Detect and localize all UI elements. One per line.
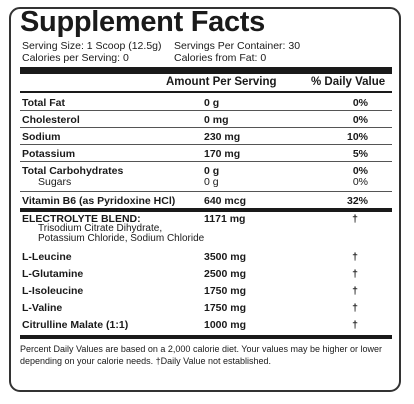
row-divider xyxy=(20,191,392,192)
calories-per-serving: Calories per Serving: 0 xyxy=(22,52,129,64)
row-divider xyxy=(20,110,392,111)
thick-divider-top xyxy=(20,67,392,74)
supplement-facts-panel xyxy=(9,7,401,392)
footnote: Percent Daily Values are based on a 2,00… xyxy=(20,344,383,366)
thick-divider-mid xyxy=(20,208,392,212)
header-daily-value: % Daily Value xyxy=(311,76,386,88)
servings-per-container: Servings Per Container: 30 xyxy=(174,40,301,52)
row-divider xyxy=(20,144,392,145)
calories-from-fat: Calories from Fat: 0 xyxy=(174,52,267,64)
serving-size: Serving Size: 1 Scoop (12.5g) xyxy=(22,40,162,52)
header-divider xyxy=(20,91,392,93)
thick-divider-bottom xyxy=(20,335,392,339)
header-amount: Amount Per Serving xyxy=(166,76,277,88)
panel-title: Supplement Facts xyxy=(20,6,265,38)
row-divider xyxy=(20,161,392,162)
row-divider xyxy=(20,127,392,128)
